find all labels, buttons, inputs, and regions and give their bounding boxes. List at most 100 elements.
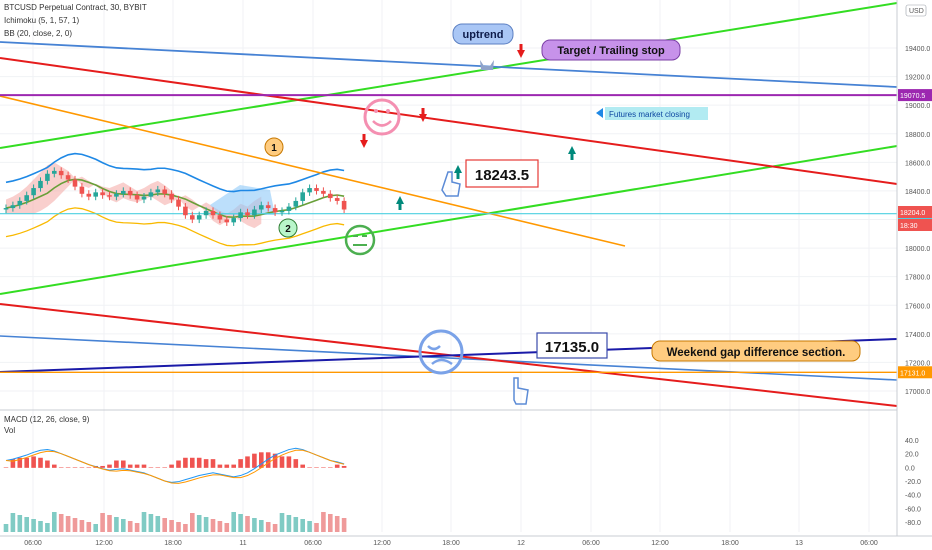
- macd-histogram-bar: [272, 453, 278, 468]
- macd-tick: 20.0: [905, 452, 919, 459]
- price-tick: 18600.0: [905, 160, 930, 167]
- candle: [169, 193, 174, 200]
- candle: [231, 218, 236, 223]
- candle: [203, 210, 209, 216]
- macd-histogram-bar: [176, 460, 181, 468]
- time-tick: 18:00: [442, 540, 460, 547]
- price-low-label: 17135.0: [545, 339, 599, 356]
- price-high-box: [465, 159, 539, 188]
- volume-bar: [210, 519, 216, 532]
- volume-bar: [259, 520, 264, 532]
- time-tick: 13: [795, 540, 803, 547]
- macd-histogram-bar: [334, 464, 340, 468]
- candle: [224, 219, 230, 223]
- volume-bar: [107, 515, 112, 532]
- volume-bar: [231, 512, 236, 532]
- currency-badge: [905, 4, 927, 17]
- futures-label: Futures market closing: [609, 110, 690, 119]
- pointing-hand-icon: [513, 377, 529, 405]
- macd-tick: 40.0: [905, 438, 919, 445]
- volume-bar: [190, 513, 195, 532]
- smiley-mouth: [372, 120, 392, 127]
- macd-histogram-bar: [127, 464, 133, 468]
- macd-histogram-bar: [265, 452, 271, 468]
- vol-legend: Vol: [4, 426, 16, 435]
- uptrend-bubble: [452, 23, 514, 45]
- arrow-left-icon: [596, 108, 603, 118]
- macd-histogram-bar: [24, 457, 29, 468]
- cloud-area: [210, 185, 275, 215]
- time-tick: 06:00: [304, 540, 322, 547]
- candle: [58, 170, 64, 176]
- volume-bar: [224, 523, 230, 532]
- macd-histogram-bar: [224, 464, 230, 468]
- volume-bar: [203, 517, 209, 532]
- volume-bar: [127, 521, 133, 532]
- volume-bar: [341, 518, 347, 532]
- time-tick: 06:00: [860, 540, 878, 547]
- price-label-orange: 17131.0: [900, 370, 925, 377]
- macd-histogram-bar: [148, 467, 154, 468]
- candle: [210, 210, 216, 216]
- macd-tick: -80.0: [905, 520, 921, 527]
- time-tick: 12: [517, 540, 525, 547]
- candle: [265, 205, 271, 209]
- volume-bar: [176, 522, 181, 532]
- volume-bar: [328, 514, 333, 532]
- candle: [45, 173, 50, 181]
- macd-histogram-bar: [183, 457, 188, 468]
- candle: [38, 180, 43, 189]
- target-bubble: [541, 39, 681, 61]
- candle: [93, 192, 98, 197]
- arrow-down-icon: [517, 44, 525, 58]
- time-tick: 06:00: [582, 540, 600, 547]
- symbol-title: BTCUSD Perpetual Contract, 30, BYBIT: [4, 3, 147, 12]
- candle: [65, 175, 71, 180]
- candle: [183, 206, 188, 216]
- volume-bar: [45, 523, 50, 532]
- macd-histogram-bar: [321, 467, 326, 468]
- candle: [3, 208, 9, 210]
- candle: [293, 200, 299, 207]
- macd-histogram-bar: [72, 467, 78, 468]
- macd-line: [5, 447, 345, 483]
- price-tick: 18400.0: [905, 189, 930, 196]
- cat-icon: [480, 60, 494, 70]
- macd-histogram-bar: [121, 460, 126, 468]
- candle: [10, 205, 16, 209]
- candle: [127, 190, 133, 196]
- candle: [279, 210, 285, 213]
- bb-lower: [5, 207, 345, 247]
- volume-bar: [169, 520, 174, 532]
- macd-histogram-bar: [245, 456, 250, 468]
- candle: [334, 198, 340, 201]
- candles: [3, 167, 347, 226]
- volume-bar: [65, 516, 71, 532]
- volume-bar: [79, 520, 85, 532]
- macd-histogram-bar: [190, 457, 195, 468]
- candle: [114, 193, 119, 197]
- macd-histogram-bar: [134, 464, 140, 468]
- marker-2: [278, 218, 298, 238]
- time-tick: 11: [239, 540, 246, 547]
- price-tick: 17000.0: [905, 389, 930, 396]
- uptrend-label: uptrend: [463, 29, 504, 41]
- macd-histogram-bar: [231, 464, 236, 468]
- time-tick: 12:00: [373, 540, 391, 547]
- volume-bar: [238, 514, 243, 532]
- candle: [245, 212, 250, 216]
- smiley-eye: [374, 109, 378, 113]
- candle: [252, 209, 257, 216]
- price-tick: 17200.0: [905, 360, 930, 367]
- candle: [121, 190, 126, 194]
- time-tick: 12:00: [95, 540, 113, 547]
- candle: [31, 188, 36, 196]
- candle: [328, 193, 333, 199]
- time-tick: 06:00: [24, 540, 42, 547]
- arrow-down-icon: [419, 108, 427, 122]
- candle: [176, 199, 181, 207]
- macd-tick: -20.0: [905, 479, 921, 486]
- weekend-gap-bubble: [651, 340, 861, 362]
